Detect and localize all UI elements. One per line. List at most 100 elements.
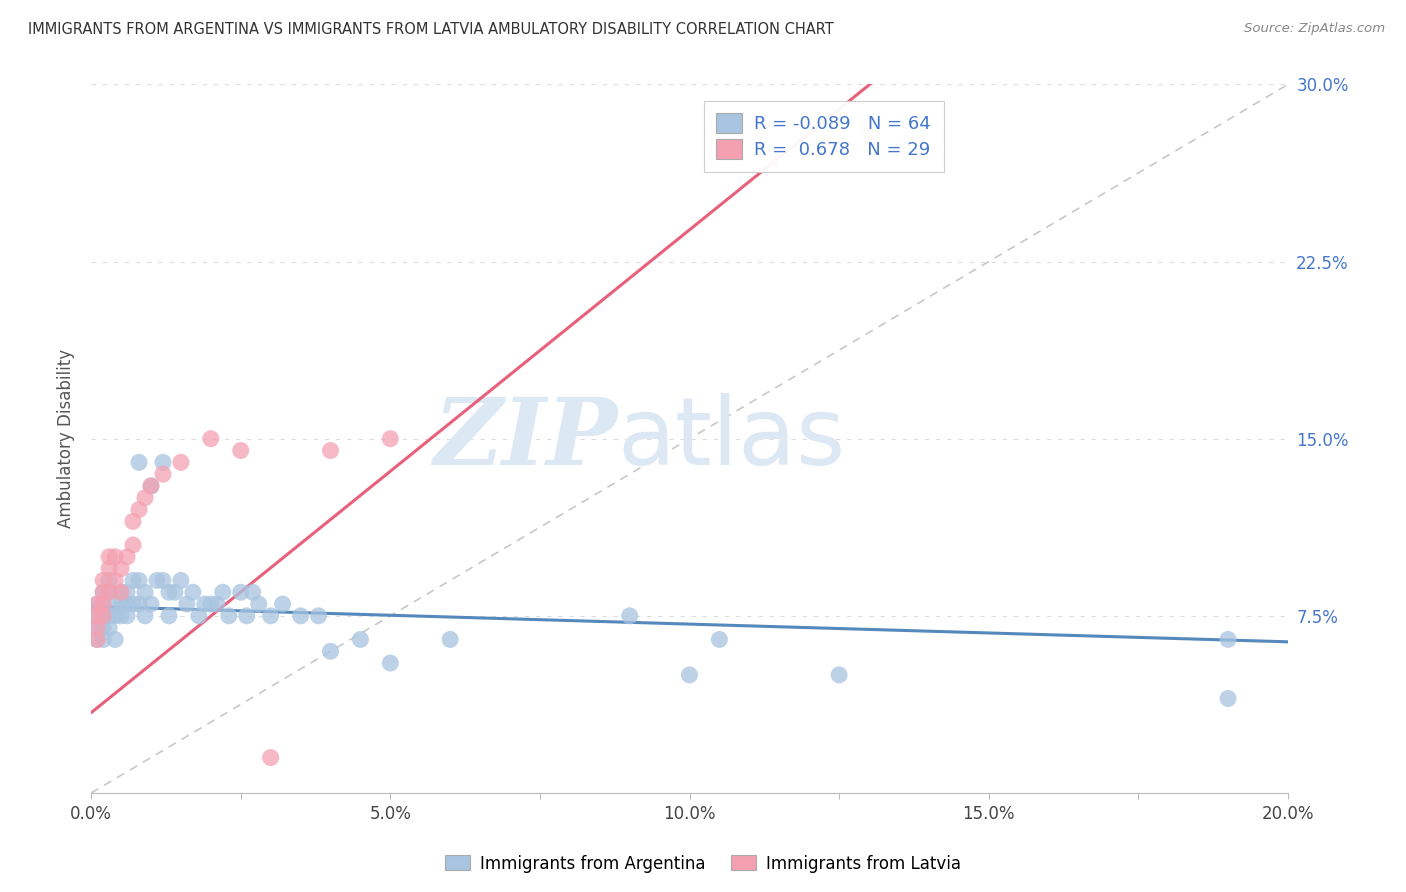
Legend: R = -0.089   N = 64, R =  0.678   N = 29: R = -0.089 N = 64, R = 0.678 N = 29 <box>704 101 943 172</box>
Point <box>86 632 108 647</box>
Point <box>290 608 312 623</box>
Point <box>181 585 204 599</box>
Point <box>110 608 132 623</box>
Text: ZIP: ZIP <box>433 393 617 483</box>
Point <box>176 597 198 611</box>
Point <box>104 597 127 611</box>
Point <box>247 597 270 611</box>
Point <box>110 585 132 599</box>
Point <box>115 549 138 564</box>
Point <box>115 585 138 599</box>
Point <box>380 432 402 446</box>
Point <box>91 574 114 588</box>
Point <box>104 574 127 588</box>
Text: Source: ZipAtlas.com: Source: ZipAtlas.com <box>1244 22 1385 36</box>
Point <box>91 632 114 647</box>
Point <box>98 561 121 575</box>
Point <box>858 125 880 139</box>
Point <box>619 608 641 623</box>
Point <box>709 632 731 647</box>
Point <box>319 644 342 658</box>
Point <box>110 585 132 599</box>
Point <box>86 597 108 611</box>
Point <box>308 608 330 623</box>
Point <box>115 608 138 623</box>
Point <box>134 491 156 505</box>
Point <box>200 432 222 446</box>
Point <box>260 608 283 623</box>
Point <box>242 585 264 599</box>
Point <box>157 608 180 623</box>
Point <box>86 608 108 623</box>
Point <box>86 597 108 611</box>
Point <box>828 668 851 682</box>
Point <box>104 549 127 564</box>
Point <box>211 585 233 599</box>
Point <box>380 656 402 670</box>
Legend: Immigrants from Argentina, Immigrants from Latvia: Immigrants from Argentina, Immigrants fr… <box>439 848 967 880</box>
Point <box>91 597 114 611</box>
Point <box>128 502 150 516</box>
Point <box>98 549 121 564</box>
Point <box>86 621 108 635</box>
Text: IMMIGRANTS FROM ARGENTINA VS IMMIGRANTS FROM LATVIA AMBULATORY DISABILITY CORREL: IMMIGRANTS FROM ARGENTINA VS IMMIGRANTS … <box>28 22 834 37</box>
Point <box>98 585 121 599</box>
Point <box>91 608 114 623</box>
Point <box>91 608 114 623</box>
Point <box>194 597 217 611</box>
Point <box>260 750 283 764</box>
Point <box>98 574 121 588</box>
Point <box>98 608 121 623</box>
Point <box>122 514 145 528</box>
Point <box>152 574 174 588</box>
Y-axis label: Ambulatory Disability: Ambulatory Disability <box>58 349 75 528</box>
Point <box>187 608 209 623</box>
Point <box>91 585 114 599</box>
Point <box>122 574 145 588</box>
Point <box>122 538 145 552</box>
Point <box>1216 691 1239 706</box>
Point <box>229 585 252 599</box>
Point <box>86 621 108 635</box>
Point <box>319 443 342 458</box>
Point <box>139 479 162 493</box>
Point <box>139 479 162 493</box>
Point <box>134 585 156 599</box>
Point <box>128 455 150 469</box>
Point <box>98 621 121 635</box>
Point <box>134 608 156 623</box>
Point <box>110 561 132 575</box>
Point <box>170 574 193 588</box>
Point <box>86 608 108 623</box>
Point <box>235 608 257 623</box>
Point <box>157 585 180 599</box>
Point <box>91 597 114 611</box>
Point <box>163 585 186 599</box>
Point <box>139 597 162 611</box>
Point <box>91 585 114 599</box>
Point <box>128 574 150 588</box>
Point <box>200 597 222 611</box>
Point <box>98 585 121 599</box>
Point <box>271 597 294 611</box>
Point <box>86 632 108 647</box>
Point <box>152 455 174 469</box>
Point <box>115 597 138 611</box>
Text: atlas: atlas <box>617 392 846 484</box>
Point <box>170 455 193 469</box>
Point <box>110 597 132 611</box>
Point <box>152 467 174 482</box>
Point <box>91 621 114 635</box>
Point <box>1216 632 1239 647</box>
Point <box>122 597 145 611</box>
Point <box>146 574 169 588</box>
Point <box>678 668 700 682</box>
Point <box>205 597 228 611</box>
Point <box>439 632 461 647</box>
Point <box>104 608 127 623</box>
Point <box>349 632 371 647</box>
Point <box>104 632 127 647</box>
Point <box>229 443 252 458</box>
Point <box>128 597 150 611</box>
Point <box>218 608 240 623</box>
